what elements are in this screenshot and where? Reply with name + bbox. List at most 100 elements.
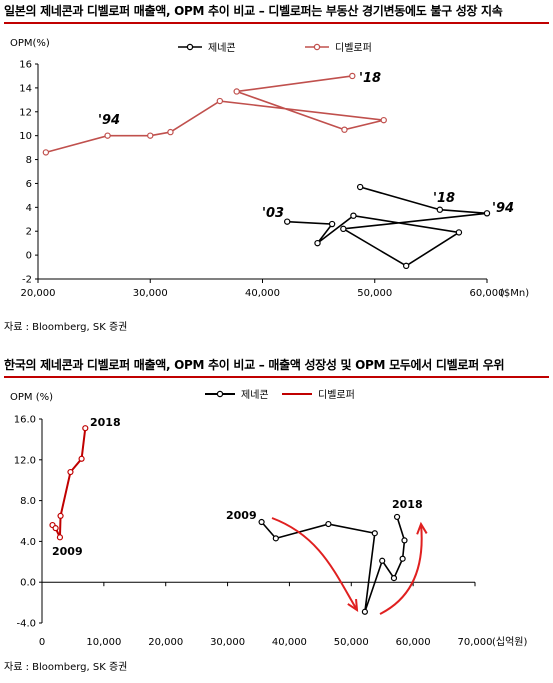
chart2-plot: -4.0 0.0 4.0 8.0 12.0 16.0 0 10,000 20,000 30,000… bbox=[10, 389, 528, 648]
chart1-data-point bbox=[283, 218, 291, 225]
chart1-plot: -2 0 2 4 6 8 10 12 14 16 20,000 30,000 40,000 50,000 6… bbox=[10, 38, 529, 299]
chart1-series-line-1 bbox=[45, 75, 384, 154]
chart2-y-tick-label: 16.0 bbox=[14, 415, 36, 426]
chart2-recovery-arrowhead bbox=[416, 521, 428, 535]
chart1-x-tick-label: 40,000 bbox=[245, 288, 280, 299]
chart1-data-point bbox=[341, 126, 348, 133]
chart2-source: 자료 : Bloomberg, SK 증권 bbox=[4, 662, 128, 673]
chart2-x-axis-label: (십억원) bbox=[492, 636, 528, 648]
chart2-series-line-0 bbox=[260, 516, 406, 613]
chart1-legend-marker-1 bbox=[313, 43, 321, 51]
chart1-data-point bbox=[328, 220, 336, 228]
chart1-data-point bbox=[349, 72, 356, 80]
chart2-y-tick-label: 12.0 bbox=[14, 455, 36, 466]
chart2-annotation: 2009 bbox=[226, 509, 257, 522]
chart2-data-point bbox=[56, 534, 64, 541]
chart2-legend-label-1: 디벨로퍼 bbox=[318, 389, 355, 401]
chart2-data-point bbox=[52, 525, 59, 532]
chart2-data-point bbox=[399, 555, 406, 562]
chart2-data-point bbox=[82, 425, 89, 432]
chart1-data-point bbox=[167, 128, 174, 136]
chart2-y-axis-label: OPM (%) bbox=[10, 392, 53, 403]
chart1-legend-marker-0 bbox=[186, 43, 194, 51]
chart1-source: 자료 : Bloomberg, SK 증권 bbox=[4, 322, 128, 333]
chart2-x-tick-label: 10,000 bbox=[86, 637, 121, 648]
chart1-y-tick-label: -2 bbox=[22, 275, 32, 286]
chart2-data-point bbox=[78, 455, 85, 462]
chart1-y-axis-label: OPM(%) bbox=[10, 38, 50, 49]
chart1-annotation: '94 bbox=[98, 113, 120, 128]
chart1-x-tick-label: 20,000 bbox=[21, 288, 56, 299]
chart1-y-tick-label: 10 bbox=[19, 131, 32, 142]
chart1-data-point bbox=[402, 262, 410, 270]
chart1-data-point bbox=[455, 229, 463, 236]
chart1-x-tick-label: 30,000 bbox=[133, 288, 168, 299]
chart1-y-tick-label: 14 bbox=[19, 83, 32, 94]
chart1-x-tick-label: 60,000 bbox=[470, 288, 505, 299]
chart2-decline-arrowhead bbox=[347, 598, 359, 612]
chart2-data-point bbox=[325, 520, 332, 528]
chart2-data-point bbox=[393, 513, 401, 521]
chart1-data-point bbox=[436, 206, 444, 213]
chart2-title: 한국의 제네콘과 디벨로퍼 매출액, OPM 추이 비교 – 매출액 성장성 및… bbox=[4, 358, 505, 372]
chart1-annotation: '18 bbox=[359, 71, 381, 86]
chart1-data-point bbox=[104, 132, 111, 139]
chart1-legend-label-1: 디벨로퍼 bbox=[335, 42, 372, 54]
chart2-x-tick-label: 30,000 bbox=[210, 637, 245, 648]
chart1-y-tick-label: 0 bbox=[26, 251, 32, 262]
chart1-data-point bbox=[233, 88, 240, 95]
chart2-data-point bbox=[67, 468, 74, 476]
chart2-data-point bbox=[272, 535, 279, 542]
chart1-data-point bbox=[483, 210, 491, 217]
chart2-x-tick-label: 20,000 bbox=[148, 637, 183, 648]
chart2-data-point bbox=[379, 557, 386, 564]
chart2-data-point bbox=[371, 530, 378, 537]
chart2-y-tick-label: 0.0 bbox=[20, 578, 36, 589]
chart2-legend-marker-0 bbox=[216, 390, 224, 398]
chart1-y-tick-label: 8 bbox=[26, 155, 32, 166]
chart1-legend-label-0: 제네콘 bbox=[208, 42, 236, 54]
chart2-recovery-arrow bbox=[379, 523, 423, 615]
chart2-annotation: 2009 bbox=[52, 545, 83, 558]
chart2-decline-arrow bbox=[271, 517, 358, 611]
chart1-x-tick-label: 50,000 bbox=[357, 288, 392, 299]
chart1-x-axis-label: ($Mn) bbox=[500, 288, 529, 299]
chart1-data-point bbox=[314, 239, 321, 247]
chart1-y-tick-label: 16 bbox=[19, 60, 32, 71]
chart1-title: 일본의 제네콘과 디벨로퍼 매출액, OPM 추이 비교 – 디벨로퍼는 부동산… bbox=[4, 4, 503, 18]
chart2-data-point bbox=[258, 518, 265, 526]
chart2-x-tick-label: 40,000 bbox=[272, 637, 307, 648]
chart2-data-point bbox=[361, 608, 368, 615]
chart1-data-point bbox=[42, 149, 50, 156]
chart1-y-tick-label: 2 bbox=[26, 227, 32, 238]
chart2-y-tick-label: -4.0 bbox=[16, 619, 36, 630]
chart2-annotation: 2018 bbox=[392, 498, 423, 511]
chart1-y-tick-label: 4 bbox=[26, 203, 32, 214]
chart2-x-tick-label: 70,000 bbox=[458, 637, 493, 648]
chart2-data-point bbox=[57, 512, 64, 519]
chart1-annotation: '03 bbox=[262, 206, 284, 221]
chart1-y-tick-label: 12 bbox=[19, 107, 32, 118]
chart1-annotation: '18 bbox=[433, 191, 455, 206]
chart1-title-rule bbox=[4, 22, 549, 24]
chart1-data-point bbox=[216, 97, 224, 105]
chart1-data-point bbox=[356, 183, 364, 191]
chart1-annotation: '94 bbox=[492, 201, 514, 216]
chart2-data-point bbox=[401, 537, 408, 544]
chart1-data-point bbox=[340, 225, 347, 233]
chart1-data-point bbox=[350, 212, 357, 219]
chart2-title-rule bbox=[4, 376, 549, 378]
chart1-data-point bbox=[147, 132, 154, 139]
chart2-y-tick-label: 8.0 bbox=[20, 496, 36, 507]
chart1-y-tick-label: 6 bbox=[26, 179, 32, 190]
chart2-x-tick-label: 60,000 bbox=[396, 637, 431, 648]
chart2-annotation: 2018 bbox=[90, 416, 121, 429]
chart2-series-line-1 bbox=[51, 428, 87, 538]
chart1-data-point bbox=[380, 116, 387, 124]
chart2-data-point bbox=[390, 575, 398, 582]
chart2-legend-label-0: 제네콘 bbox=[241, 389, 269, 401]
chart2-x-tick-label: 50,000 bbox=[334, 637, 369, 648]
chart1-series-line-0 bbox=[287, 186, 488, 267]
chart2-x-tick-label: 0 bbox=[39, 637, 45, 648]
chart2-y-tick-label: 4.0 bbox=[20, 537, 36, 548]
